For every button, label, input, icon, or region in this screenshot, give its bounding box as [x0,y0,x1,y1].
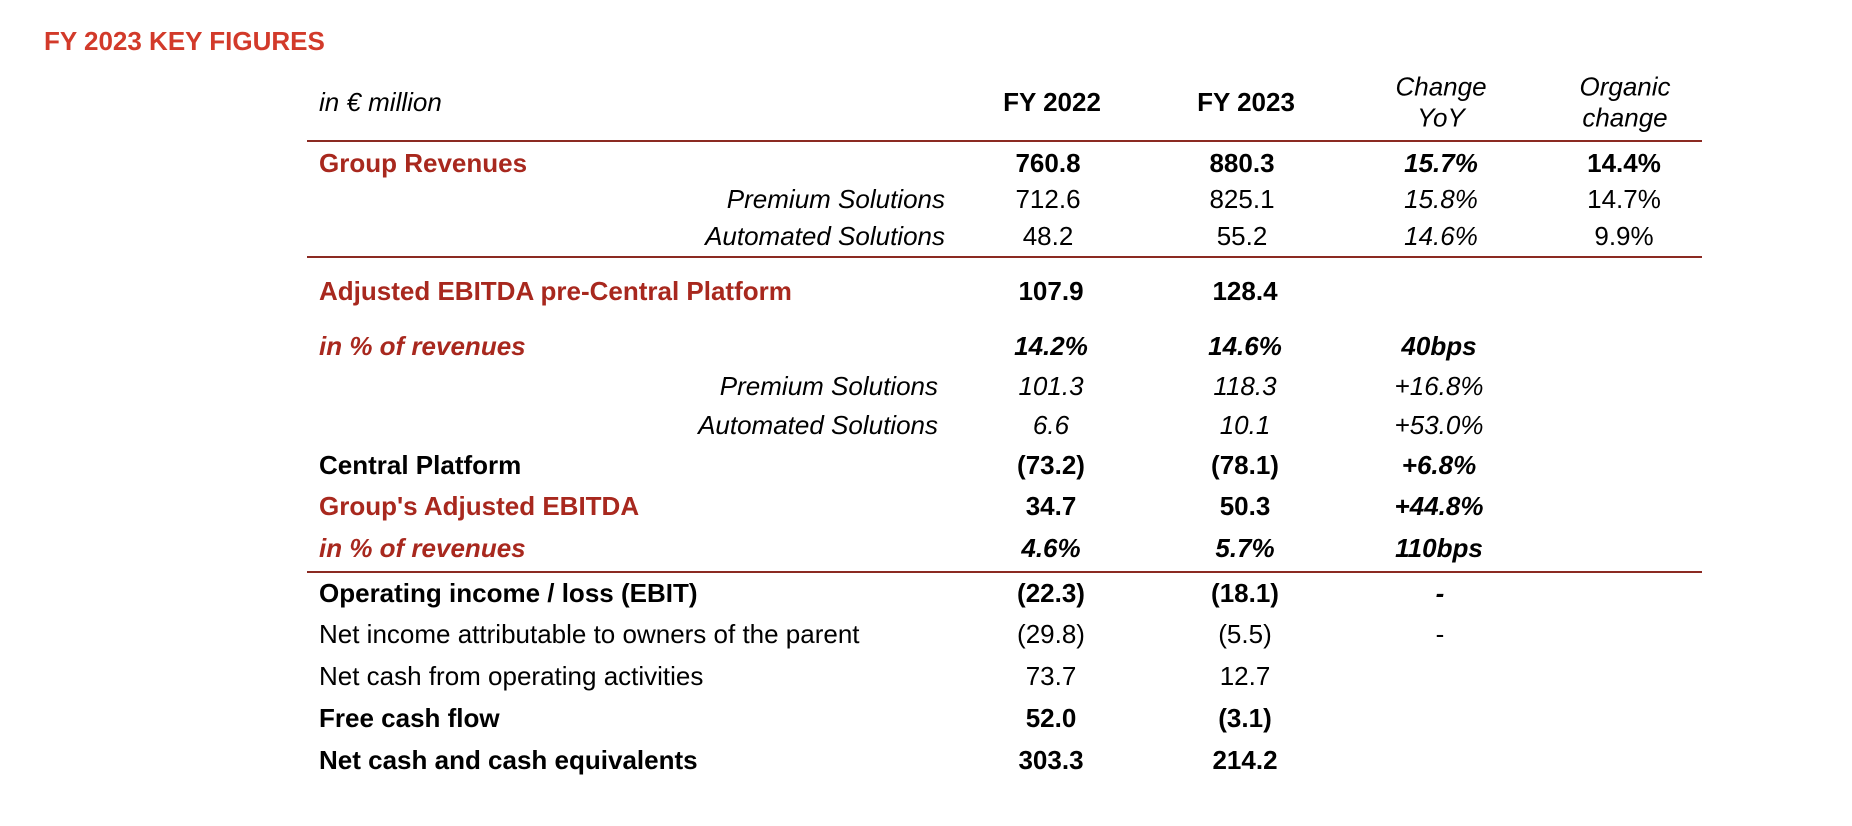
cell-change: 14.6% [1404,221,1478,251]
cell-fy2022: 34.7 [1025,491,1077,521]
cell-fy2022: 14.2% [1014,331,1088,361]
row-label-automated-solutions: Automated Solutions [705,221,945,251]
cell-organic: 14.4% [1587,148,1661,178]
cell-fy2023: 214.2 [1212,745,1278,775]
column-header-organic-line2: change [1582,102,1668,133]
row-label-automated-solutions-ebitda: Automated Solutions [698,410,938,440]
row-label-net-cash: Net cash and cash equivalents [319,745,698,775]
cell-fy2022: 101.3 [1018,371,1084,401]
cell-fy2023: (5.5) [1218,619,1272,649]
row-label-premium-solutions-ebitda: Premium Solutions [719,371,938,401]
cell-change: 15.7% [1404,148,1478,178]
cell-fy2023: 50.3 [1219,491,1271,521]
cell-fy2023: 12.7 [1219,661,1271,691]
cell-change: 110bps [1395,533,1483,563]
cell-fy2023: (78.1) [1211,450,1279,480]
cell-fy2022: 760.8 [1015,148,1081,178]
header-rule [307,140,1702,142]
column-header-change-line2: YoY [1417,102,1465,133]
cell-fy2022: 52.0 [1025,703,1077,733]
cell-fy2022: 4.6% [1021,533,1081,563]
cell-fy2023: 10.1 [1219,410,1271,440]
cell-fy2023: 825.1 [1209,184,1275,214]
cell-change: - [1435,578,1445,608]
cell-change: +44.8% [1394,491,1484,521]
cell-fy2023: 128.4 [1212,276,1278,306]
row-label-premium-solutions: Premium Solutions [726,184,945,214]
row-label-central-platform: Central Platform [319,450,522,480]
cell-fy2023: 14.6% [1208,331,1282,361]
cell-change: - [1435,619,1445,649]
row-label-adjusted-ebitda-pre-central: Adjusted EBITDA pre-Central Platform [319,276,792,306]
cell-change: +6.8% [1401,450,1477,480]
row-label-group-revenues: Group Revenues [319,148,528,178]
row-label-group-ebitda-margin: in % of revenues [319,533,526,563]
row-label-net-income: Net income attributable to owners of the… [319,619,860,649]
cell-fy2022: 73.7 [1025,661,1077,691]
row-label-operating-cash: Net cash from operating activities [319,661,704,691]
cell-fy2023: (18.1) [1211,578,1279,608]
cell-fy2023: 55.2 [1216,221,1268,251]
column-header-change-line1: Change [1395,71,1487,102]
cell-fy2023: 880.3 [1209,148,1275,178]
cell-organic: 14.7% [1587,184,1661,214]
cell-change: +53.0% [1394,410,1484,440]
cell-change: 40bps [1401,331,1477,361]
cell-change: +16.8% [1394,371,1484,401]
cell-fy2022: (29.8) [1017,619,1085,649]
row-label-ebitda-margin-pre-central: in % of revenues [319,331,526,361]
page-title: FY 2023 KEY FIGURES [44,26,325,56]
cell-fy2022: 712.6 [1015,184,1081,214]
column-header-fy2022: FY 2022 [1003,87,1101,117]
cell-fy2022: 107.9 [1018,276,1084,306]
cell-fy2022: (73.2) [1017,450,1085,480]
column-header-organic-line1: Organic [1579,71,1671,102]
cell-fy2022: 303.3 [1018,745,1084,775]
revenues-rule [307,256,1702,258]
cell-fy2022: 6.6 [1032,410,1070,440]
ebitda-rule [307,571,1702,573]
cell-fy2023: 5.7% [1215,533,1275,563]
cell-change: 15.8% [1404,184,1478,214]
cell-fy2023: 118.3 [1213,371,1277,401]
cell-fy2022: (22.3) [1017,578,1085,608]
cell-fy2023: (3.1) [1218,703,1272,733]
column-header-fy2023: FY 2023 [1197,87,1295,117]
row-label-free-cash-flow: Free cash flow [319,703,500,733]
cell-organic: 9.9% [1594,221,1654,251]
row-label-ebit: Operating income / loss (EBIT) [319,578,698,608]
unit-label: in € million [319,87,442,117]
row-label-group-adjusted-ebitda: Group's Adjusted EBITDA [319,491,640,521]
cell-fy2022: 48.2 [1022,221,1074,251]
